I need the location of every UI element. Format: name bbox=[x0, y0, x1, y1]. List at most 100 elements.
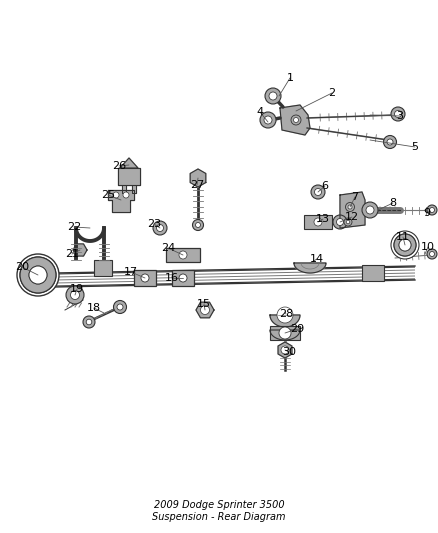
Circle shape bbox=[192, 220, 204, 230]
Circle shape bbox=[314, 189, 321, 196]
Circle shape bbox=[179, 251, 187, 259]
Circle shape bbox=[201, 305, 209, 314]
Polygon shape bbox=[196, 302, 214, 318]
Circle shape bbox=[281, 346, 289, 354]
Bar bbox=[172, 270, 194, 286]
Circle shape bbox=[430, 207, 434, 213]
Bar bbox=[362, 265, 384, 281]
Circle shape bbox=[71, 290, 80, 300]
Text: 17: 17 bbox=[124, 267, 138, 277]
Text: 2: 2 bbox=[328, 88, 336, 98]
Circle shape bbox=[430, 252, 434, 256]
Circle shape bbox=[66, 286, 84, 304]
Circle shape bbox=[20, 257, 56, 293]
Text: 13: 13 bbox=[316, 214, 330, 224]
Polygon shape bbox=[190, 169, 206, 187]
Text: 7: 7 bbox=[351, 192, 359, 202]
Circle shape bbox=[427, 249, 437, 259]
Polygon shape bbox=[122, 185, 126, 193]
Polygon shape bbox=[278, 342, 292, 358]
Circle shape bbox=[153, 221, 167, 235]
Circle shape bbox=[29, 266, 47, 284]
Text: 5: 5 bbox=[411, 142, 418, 152]
Text: 29: 29 bbox=[290, 324, 304, 334]
Bar bbox=[134, 270, 156, 286]
Text: 24: 24 bbox=[161, 243, 175, 253]
Circle shape bbox=[113, 301, 127, 313]
Circle shape bbox=[346, 203, 354, 212]
Circle shape bbox=[394, 234, 416, 256]
Circle shape bbox=[265, 88, 281, 104]
Bar bbox=[166, 248, 200, 262]
Circle shape bbox=[117, 304, 123, 310]
Text: 2009 Dodge Sprinter 3500
Suspension - Rear Diagram: 2009 Dodge Sprinter 3500 Suspension - Re… bbox=[152, 500, 286, 522]
Circle shape bbox=[277, 307, 293, 323]
Polygon shape bbox=[294, 263, 326, 273]
Circle shape bbox=[179, 274, 187, 282]
Circle shape bbox=[195, 222, 201, 228]
Polygon shape bbox=[340, 192, 365, 228]
Circle shape bbox=[336, 219, 343, 225]
Text: 3: 3 bbox=[396, 111, 403, 121]
Circle shape bbox=[86, 319, 92, 325]
Bar bbox=[270, 326, 300, 340]
Text: 6: 6 bbox=[321, 181, 328, 191]
Polygon shape bbox=[270, 315, 300, 327]
Circle shape bbox=[366, 206, 374, 214]
Text: 16: 16 bbox=[165, 273, 179, 283]
Text: 26: 26 bbox=[112, 161, 126, 171]
Text: 28: 28 bbox=[279, 309, 293, 319]
Circle shape bbox=[269, 92, 277, 100]
Text: 27: 27 bbox=[190, 180, 204, 190]
Circle shape bbox=[362, 202, 378, 218]
Circle shape bbox=[113, 192, 119, 198]
Circle shape bbox=[346, 220, 350, 224]
Polygon shape bbox=[108, 190, 134, 212]
Circle shape bbox=[391, 231, 419, 259]
Circle shape bbox=[395, 110, 402, 117]
Text: 18: 18 bbox=[87, 303, 101, 313]
Circle shape bbox=[291, 115, 301, 125]
Circle shape bbox=[391, 107, 405, 121]
Circle shape bbox=[260, 112, 276, 128]
Circle shape bbox=[387, 139, 393, 145]
Circle shape bbox=[123, 192, 129, 198]
Text: 12: 12 bbox=[345, 212, 359, 222]
Circle shape bbox=[314, 218, 322, 226]
Circle shape bbox=[29, 266, 47, 284]
Text: 19: 19 bbox=[70, 284, 84, 294]
Text: 21: 21 bbox=[65, 249, 79, 259]
Circle shape bbox=[399, 239, 411, 251]
Circle shape bbox=[311, 185, 325, 199]
Bar bbox=[304, 215, 332, 229]
Polygon shape bbox=[280, 105, 310, 135]
Text: 23: 23 bbox=[147, 219, 161, 229]
Circle shape bbox=[394, 234, 416, 256]
Text: 15: 15 bbox=[197, 299, 211, 309]
Circle shape bbox=[293, 117, 299, 123]
Text: 10: 10 bbox=[421, 242, 435, 252]
Text: 11: 11 bbox=[396, 232, 410, 242]
Polygon shape bbox=[73, 244, 87, 256]
Circle shape bbox=[348, 205, 352, 209]
Text: 30: 30 bbox=[282, 347, 296, 357]
Circle shape bbox=[427, 205, 437, 215]
Circle shape bbox=[156, 224, 163, 231]
Polygon shape bbox=[132, 185, 136, 193]
Circle shape bbox=[344, 218, 352, 226]
Circle shape bbox=[83, 316, 95, 328]
Circle shape bbox=[141, 274, 149, 282]
Text: 4: 4 bbox=[256, 107, 264, 117]
Circle shape bbox=[17, 254, 59, 296]
Text: 20: 20 bbox=[15, 262, 29, 272]
Text: 9: 9 bbox=[424, 208, 431, 218]
Text: 14: 14 bbox=[310, 254, 324, 264]
Circle shape bbox=[333, 215, 347, 229]
Circle shape bbox=[384, 135, 396, 149]
Text: 1: 1 bbox=[286, 73, 293, 83]
Text: 8: 8 bbox=[389, 198, 396, 208]
Circle shape bbox=[399, 239, 411, 251]
Polygon shape bbox=[270, 330, 300, 340]
Text: 25: 25 bbox=[101, 190, 115, 200]
Text: 22: 22 bbox=[67, 222, 81, 232]
